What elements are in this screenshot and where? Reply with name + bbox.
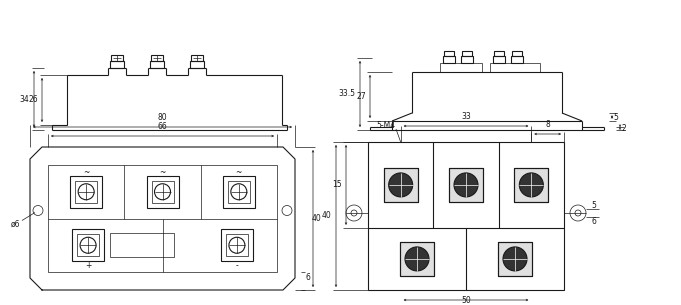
Text: ~: ~ xyxy=(83,168,89,177)
Bar xyxy=(72,229,104,261)
Circle shape xyxy=(389,173,413,197)
Bar xyxy=(77,234,99,256)
Text: 5: 5 xyxy=(592,200,597,210)
Text: -: - xyxy=(236,261,238,270)
Bar xyxy=(511,56,523,63)
Text: 40: 40 xyxy=(311,214,321,223)
Bar xyxy=(226,234,248,256)
Text: 27: 27 xyxy=(356,92,366,101)
Bar xyxy=(150,61,164,68)
Bar xyxy=(400,242,434,276)
Bar xyxy=(449,168,483,202)
Bar xyxy=(490,63,540,72)
Text: 15: 15 xyxy=(332,181,342,189)
Bar xyxy=(512,51,522,56)
Bar xyxy=(223,176,255,208)
Bar xyxy=(383,168,417,202)
Bar xyxy=(368,142,564,290)
Bar xyxy=(443,56,455,63)
Bar xyxy=(462,51,472,56)
Bar xyxy=(75,181,97,203)
Bar xyxy=(151,181,174,203)
Text: 33: 33 xyxy=(461,112,471,121)
Text: 50: 50 xyxy=(461,296,471,305)
Text: 6: 6 xyxy=(592,217,597,225)
Bar xyxy=(191,55,203,61)
Bar xyxy=(461,56,473,63)
Circle shape xyxy=(503,247,527,271)
Text: 34: 34 xyxy=(19,95,29,103)
Text: 66: 66 xyxy=(157,122,168,131)
Bar xyxy=(151,55,163,61)
Bar xyxy=(449,168,483,202)
Bar xyxy=(514,168,548,202)
Bar xyxy=(498,242,532,276)
Bar xyxy=(110,233,174,257)
Text: 26: 26 xyxy=(29,95,38,105)
Bar xyxy=(48,165,277,272)
Circle shape xyxy=(454,173,478,197)
Bar xyxy=(440,63,482,72)
Bar xyxy=(146,176,178,208)
Bar xyxy=(228,181,250,203)
Text: 80: 80 xyxy=(158,113,168,122)
Text: 6: 6 xyxy=(305,272,310,282)
Text: 2: 2 xyxy=(621,124,626,133)
Bar xyxy=(111,55,123,61)
Bar xyxy=(493,56,505,63)
Text: ~: ~ xyxy=(159,168,165,177)
Bar xyxy=(400,242,434,276)
Circle shape xyxy=(405,247,429,271)
Text: ~: ~ xyxy=(236,168,242,177)
Text: +: + xyxy=(85,261,91,270)
Text: 5: 5 xyxy=(613,113,618,121)
Text: 5-M4: 5-M4 xyxy=(377,121,396,131)
Text: ø6: ø6 xyxy=(12,220,20,229)
Bar xyxy=(494,51,504,56)
Text: 8: 8 xyxy=(545,120,550,129)
Bar xyxy=(110,61,124,68)
Circle shape xyxy=(520,173,543,197)
Bar xyxy=(221,229,253,261)
Bar xyxy=(498,242,532,276)
Bar xyxy=(514,168,548,202)
Bar xyxy=(190,61,204,68)
Text: 40: 40 xyxy=(321,211,331,221)
Bar xyxy=(444,51,454,56)
Text: 33.5: 33.5 xyxy=(338,89,355,99)
Bar xyxy=(383,168,417,202)
Bar xyxy=(70,176,102,208)
